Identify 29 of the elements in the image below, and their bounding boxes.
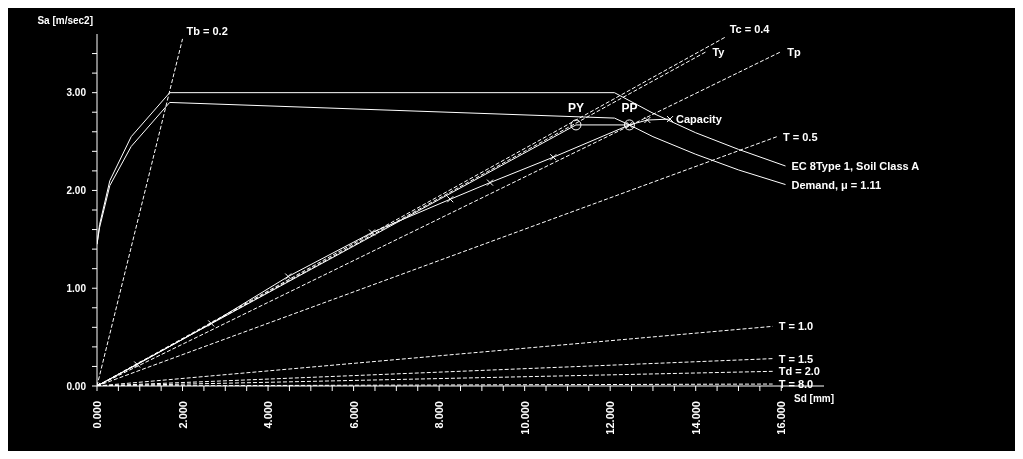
series-label: Tb = 0.2	[186, 24, 228, 37]
series-label: EC 8Type 1, Soil Class A	[791, 160, 920, 172]
x-tick-label: 10.000	[518, 401, 531, 435]
y-tick-label: 1.00	[66, 282, 87, 294]
y-tick-label: 0.00	[66, 380, 87, 392]
series-label: Demand, μ = 1.11	[791, 178, 882, 191]
x-tick-label: 12.000	[604, 401, 617, 435]
x-tick-label: 14.000	[689, 401, 702, 435]
x-tick-label: 0.000	[91, 401, 103, 429]
series-label: T = 1.5	[778, 352, 814, 365]
y-axis-title: Sa [m/sec2]	[37, 15, 93, 26]
x-tick-label: 6.000	[347, 401, 360, 429]
series-label: T = 1.0	[778, 320, 814, 333]
series-label: T = 0.5	[782, 130, 818, 143]
series-label: Td = 2.0	[778, 365, 820, 378]
x-axis-title: Sd [mm]	[794, 393, 834, 404]
annotation: PP	[621, 100, 638, 115]
x-tick-label: 8.000	[433, 401, 446, 429]
y-tick-label: 2.00	[66, 184, 87, 196]
y-tick-label: 3.00	[66, 87, 87, 99]
x-tick-label: 16.000	[775, 401, 788, 435]
series-label: Tp	[787, 45, 801, 58]
series-label: Ty	[712, 45, 726, 58]
x-tick-label: 2.000	[176, 401, 189, 429]
series-label: Tc = 0.4	[729, 22, 771, 35]
series-label: Capacity	[676, 113, 723, 126]
series-label: T = 8.0	[778, 378, 814, 391]
annotation: PY	[567, 100, 584, 115]
x-tick-label: 4.000	[262, 401, 275, 429]
